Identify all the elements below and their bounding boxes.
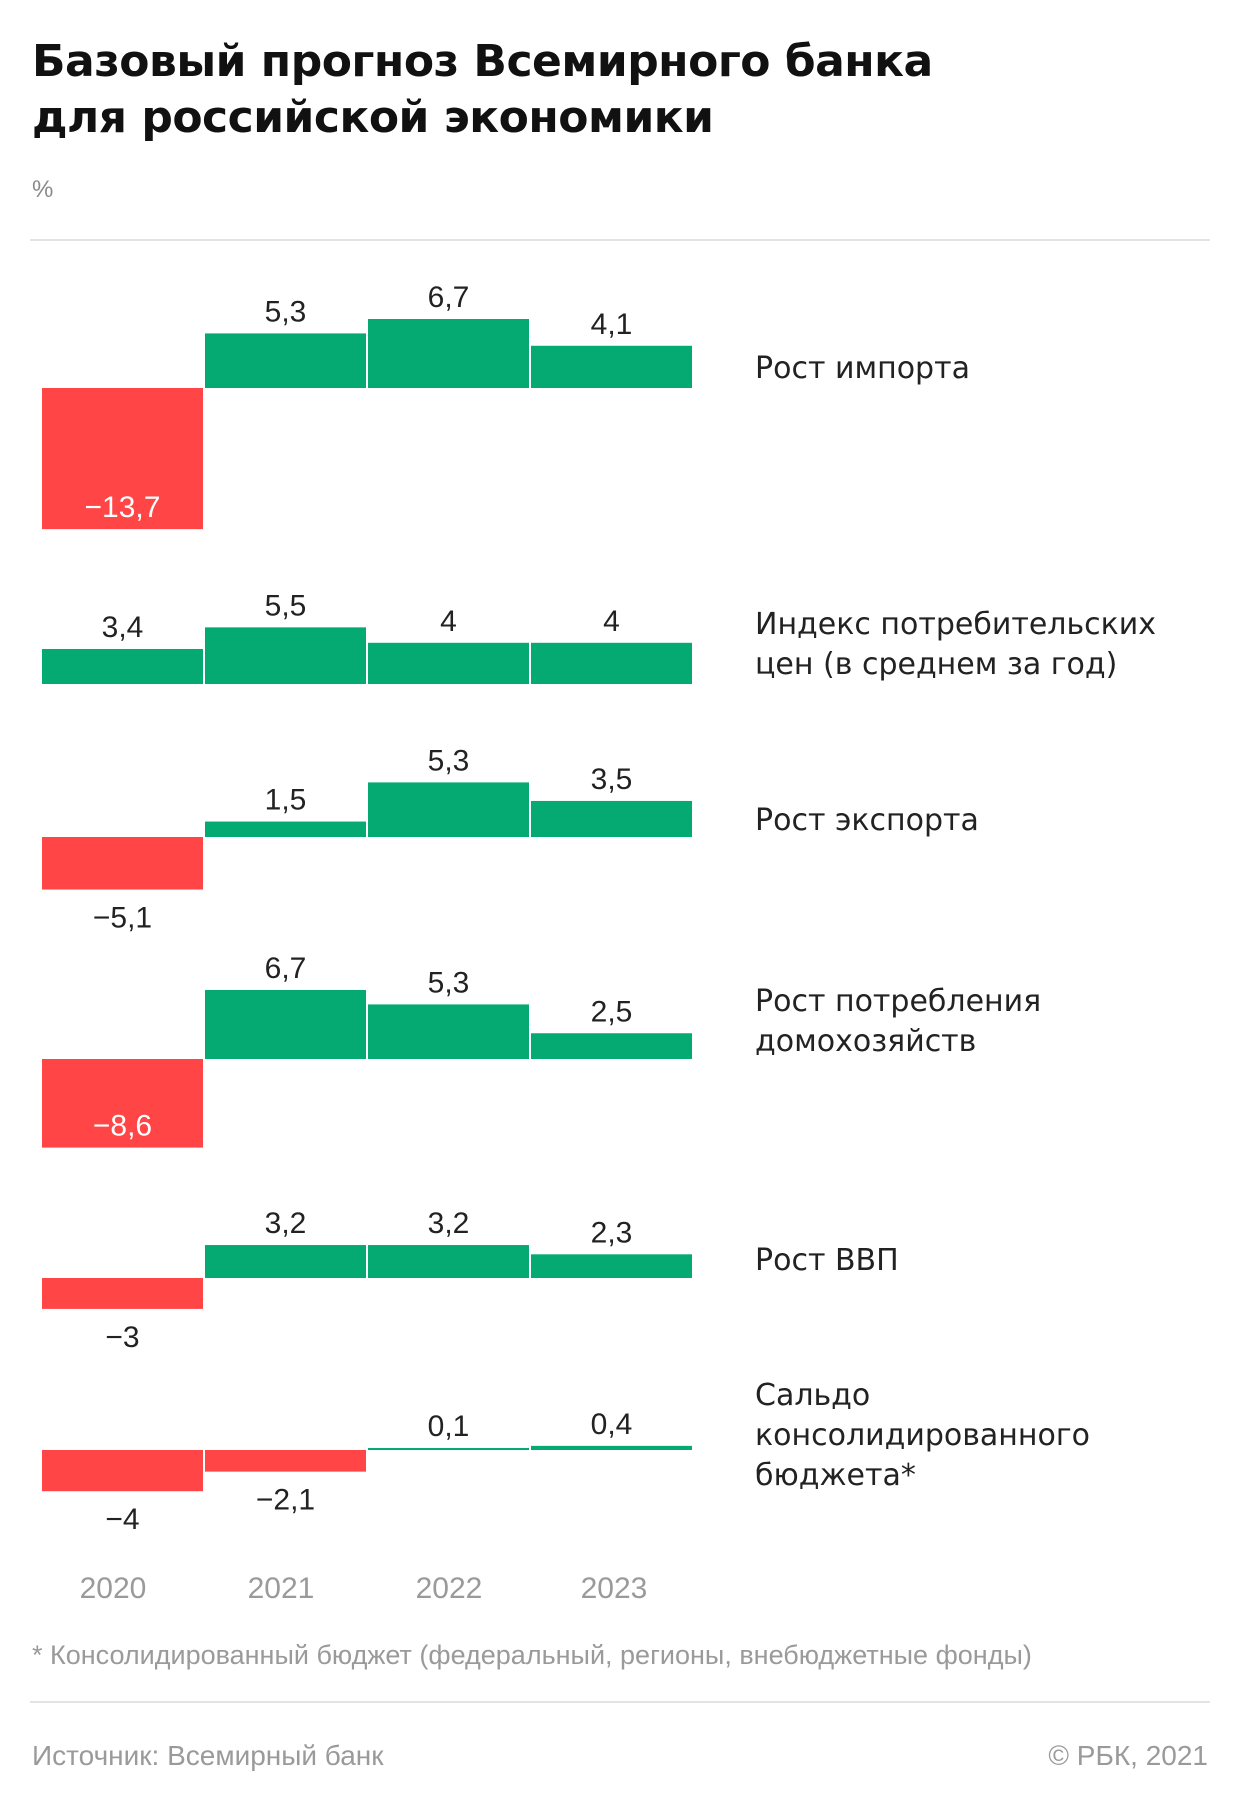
bar-0-3 bbox=[531, 345, 692, 388]
bar-2-1 bbox=[205, 821, 366, 837]
series-label-3: Рост потребления домохозяйств bbox=[755, 984, 1041, 1059]
value-label-0-2: 6,7 bbox=[428, 281, 470, 314]
value-label-3-2: 5,3 bbox=[428, 966, 470, 999]
series-label-5: Сальдо консолидированного бюджета* bbox=[755, 1378, 1090, 1493]
bar-3-0 bbox=[42, 1059, 203, 1148]
unit-label: % bbox=[32, 176, 54, 203]
bar-0-0 bbox=[42, 388, 203, 530]
bottom-divider bbox=[30, 1701, 1210, 1703]
value-label-5-3: 0,4 bbox=[591, 1408, 633, 1441]
x-tick-label-0: 2020 bbox=[80, 1572, 147, 1605]
value-label-1-0: 3,4 bbox=[102, 611, 144, 644]
value-label-0-3: 4,1 bbox=[591, 308, 633, 341]
footnote: * Консолидированный бюджет (федеральный,… bbox=[32, 1640, 1032, 1670]
value-label-3-0: −8,6 bbox=[93, 1110, 152, 1143]
value-label-4-3: 2,3 bbox=[591, 1216, 633, 1249]
chart-area: −13,7 5,3 6,7 4,1 Рост импорта 3,4 5,5 4 4 Индекс… bbox=[42, 281, 1156, 1605]
value-label-5-2: 0,1 bbox=[428, 1410, 470, 1443]
value-label-5-1: −2,1 bbox=[256, 1484, 315, 1517]
value-label-2-3: 3,5 bbox=[591, 763, 633, 796]
bar-4-3 bbox=[531, 1254, 692, 1278]
bar-1-1 bbox=[205, 627, 366, 684]
series-label-1: Индекс потребительских цен (в среднем за … bbox=[755, 607, 1156, 682]
value-label-3-3: 2,5 bbox=[591, 995, 633, 1028]
series-label-2: Рост экспорта bbox=[755, 803, 979, 838]
x-tick-label-3: 2023 bbox=[581, 1572, 648, 1605]
bar-2-2 bbox=[368, 782, 529, 837]
value-label-2-1: 1,5 bbox=[265, 784, 307, 817]
top-divider bbox=[30, 239, 1210, 241]
value-label-1-1: 5,5 bbox=[265, 589, 307, 622]
value-label-1-3: 4 bbox=[603, 605, 620, 638]
value-label-4-2: 3,2 bbox=[428, 1207, 470, 1240]
bar-5-2 bbox=[368, 1448, 529, 1450]
title-line-2: для российской экономики bbox=[32, 92, 714, 143]
bar-5-0 bbox=[42, 1450, 203, 1492]
value-label-2-0: −5,1 bbox=[93, 902, 152, 935]
bar-4-2 bbox=[368, 1245, 529, 1278]
series-label-4: Рост ВВП bbox=[755, 1243, 899, 1278]
copyright-text: © РБК, 2021 bbox=[1048, 1740, 1208, 1771]
x-tick-label-2: 2022 bbox=[416, 1572, 483, 1605]
value-label-5-0: −4 bbox=[105, 1503, 139, 1536]
bar-4-1 bbox=[205, 1245, 366, 1278]
source-text: Источник: Всемирный банк bbox=[32, 1740, 384, 1771]
value-label-4-1: 3,2 bbox=[265, 1207, 307, 1240]
bar-3-2 bbox=[368, 1004, 529, 1059]
value-label-2-2: 5,3 bbox=[428, 744, 470, 777]
bar-3-3 bbox=[531, 1033, 692, 1059]
bar-5-3 bbox=[531, 1445, 692, 1450]
bar-5-1 bbox=[205, 1450, 366, 1472]
bar-2-3 bbox=[531, 800, 692, 837]
bar-1-0 bbox=[42, 648, 203, 684]
bar-4-0 bbox=[42, 1278, 203, 1309]
series-label-0: Рост импорта bbox=[755, 351, 970, 386]
chart-title: Базовый прогноз Всемирного банка для рос… bbox=[32, 34, 1032, 146]
bar-0-1 bbox=[205, 333, 366, 388]
title-line-1: Базовый прогноз Всемирного банка bbox=[32, 36, 933, 87]
bar-1-3 bbox=[531, 642, 692, 684]
value-label-4-0: −3 bbox=[105, 1321, 139, 1354]
value-label-0-0: −13,7 bbox=[85, 491, 161, 524]
bar-3-1 bbox=[205, 989, 366, 1059]
bar-2-0 bbox=[42, 837, 203, 890]
value-label-1-2: 4 bbox=[440, 605, 457, 638]
value-label-3-1: 6,7 bbox=[265, 952, 307, 985]
value-label-0-1: 5,3 bbox=[265, 295, 307, 328]
bar-1-2 bbox=[368, 642, 529, 684]
bar-0-2 bbox=[368, 318, 529, 388]
x-tick-label-1: 2021 bbox=[248, 1572, 315, 1605]
